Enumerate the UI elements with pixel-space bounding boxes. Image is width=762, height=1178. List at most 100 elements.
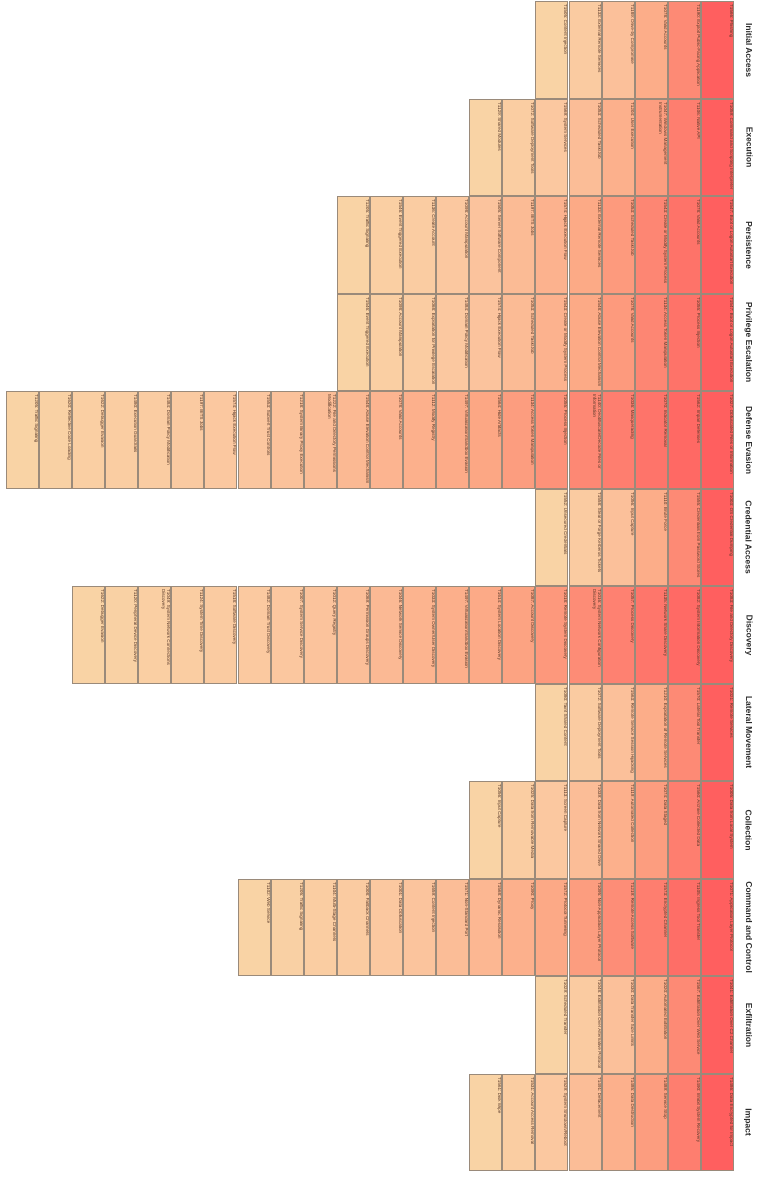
- technique-cell[interactable]: T1098: Account Manipulation: [369, 293, 403, 391]
- technique-cell[interactable]: T1030: Data Transfer Size Limits: [601, 976, 635, 1074]
- technique-cell[interactable]: T1190: Exploit Public-Facing Application: [667, 1, 701, 99]
- technique-cell[interactable]: T1135: Network Share Discovery: [634, 586, 668, 684]
- technique-cell[interactable]: T1083: File and Directory Discovery: [700, 586, 734, 684]
- technique-cell[interactable]: T1569: System Services: [535, 98, 569, 196]
- technique-cell[interactable]: T1614: System Location Discovery: [469, 586, 503, 684]
- technique-cell[interactable]: T1563: Remote Service Session Hijacking: [601, 683, 635, 781]
- technique-cell[interactable]: T1204: User Execution: [601, 98, 635, 196]
- technique-cell[interactable]: T1219: Remote Access Software: [601, 878, 635, 976]
- technique-cell[interactable]: T1048: Exfiltration Over Alternative Pro…: [568, 976, 602, 1074]
- technique-cell[interactable]: T1531: Account Access Removal: [502, 1073, 536, 1171]
- technique-cell[interactable]: T1105: Ingress Tool Transfer: [667, 878, 701, 976]
- technique-cell[interactable]: T1562: Impair Defenses: [667, 391, 701, 489]
- technique-cell[interactable]: T1039: Data from Network Shared Drive: [568, 781, 602, 879]
- technique-cell[interactable]: T1049: System Network Connections Discov…: [138, 586, 172, 684]
- technique-cell[interactable]: T1068: Exploitation for Privilege Escala…: [403, 293, 437, 391]
- technique-cell[interactable]: T1055: Process Injection: [535, 391, 569, 489]
- technique-cell[interactable]: T1003: OS Credential Dumping: [700, 488, 734, 586]
- technique-cell[interactable]: T1134: Access Token Manipulation: [634, 293, 668, 391]
- technique-cell[interactable]: T1134: Access Token Manipulation: [502, 391, 536, 489]
- technique-cell[interactable]: T1124: System Time Discovery: [171, 586, 205, 684]
- technique-cell[interactable]: T1571: Non-Standard Port: [436, 878, 470, 976]
- technique-cell[interactable]: T1104: Multi-Stage Channels: [303, 878, 337, 976]
- technique-cell[interactable]: T1120: Peripheral Device Discovery: [105, 586, 139, 684]
- technique-cell[interactable]: T1119: Automated Collection: [601, 781, 635, 879]
- technique-cell[interactable]: T1095: Non-Application Layer Protocol: [568, 878, 602, 976]
- technique-cell[interactable]: T1087: Account Discovery: [502, 586, 536, 684]
- technique-cell[interactable]: T1561: Disk Wipe: [469, 1073, 503, 1171]
- technique-cell[interactable]: T1140: Deobfuscate/Decode Files or Infor…: [568, 391, 602, 489]
- technique-cell[interactable]: T1205: Traffic Signaling: [5, 391, 39, 489]
- technique-cell[interactable]: T1046: Network Service Discovery: [369, 586, 403, 684]
- technique-cell[interactable]: T1078: Valid Accounts: [667, 196, 701, 294]
- technique-cell[interactable]: T1133: External Remote Services: [568, 196, 602, 294]
- technique-cell[interactable]: T1112: Modify Registry: [403, 391, 437, 489]
- technique-cell[interactable]: T1020: Automated Exfiltration: [634, 976, 668, 1074]
- technique-cell[interactable]: T1018: Remote System Discovery: [535, 586, 569, 684]
- technique-cell[interactable]: T1070: Indicator Removal: [634, 391, 668, 489]
- technique-cell[interactable]: T1033: System Owner/User Discovery: [403, 586, 437, 684]
- technique-cell[interactable]: T1574: Hijack Execution Flow: [469, 293, 503, 391]
- technique-cell[interactable]: T1001: Data Obfuscation: [369, 878, 403, 976]
- technique-cell[interactable]: T1210: Exploitation of Remote Services: [634, 683, 668, 781]
- technique-cell[interactable]: T1547: Boot or Logon Autostart Execution: [700, 196, 734, 294]
- technique-cell[interactable]: T1056: Input Capture: [601, 488, 635, 586]
- technique-cell[interactable]: T1078: Valid Accounts: [634, 1, 668, 99]
- technique-cell[interactable]: T1548: Abuse Elevation Control Mechanism: [568, 293, 602, 391]
- technique-cell[interactable]: T1007: System Service Discovery: [270, 586, 304, 684]
- technique-cell[interactable]: T1543: Create or Modify System Process: [535, 293, 569, 391]
- technique-cell[interactable]: T1482: Domain Trust Discovery: [237, 586, 271, 684]
- technique-cell[interactable]: T1497: Virtualization/Sandbox Evasion: [436, 586, 470, 684]
- technique-cell[interactable]: T1485: Data Destruction: [601, 1073, 635, 1171]
- technique-cell[interactable]: T1497: Virtualization/Sandbox Evasion: [436, 391, 470, 489]
- technique-cell[interactable]: T1071: Application Layer Protocol: [700, 878, 734, 976]
- technique-cell[interactable]: T1480: Execution Guardrails: [105, 391, 139, 489]
- technique-cell[interactable]: T1205: Traffic Signaling: [336, 196, 370, 294]
- technique-cell[interactable]: T1566: Phishing: [700, 1, 734, 99]
- technique-cell[interactable]: T1484: Domain Policy Modification: [436, 293, 470, 391]
- technique-cell[interactable]: T1053: Scheduled Task/Job: [502, 293, 536, 391]
- technique-cell[interactable]: T1113: Screen Capture: [535, 781, 569, 879]
- technique-cell[interactable]: T1027: Obfuscated Files or Information: [700, 391, 734, 489]
- technique-cell[interactable]: T1106: Native API: [667, 98, 701, 196]
- technique-cell[interactable]: T1059: Command and Scripting Interpreter: [700, 98, 734, 196]
- technique-cell[interactable]: T1189: Drive-by Compromise: [601, 1, 635, 99]
- technique-cell[interactable]: T1056: Input Capture: [469, 781, 503, 879]
- technique-cell[interactable]: T1489: Service Stop: [634, 1073, 668, 1171]
- technique-cell[interactable]: T1543: Create or Modify System Process: [634, 196, 668, 294]
- technique-cell[interactable]: T1005: Data from Local System: [700, 781, 734, 879]
- technique-cell[interactable]: T1102: Web Service: [237, 878, 271, 976]
- technique-cell[interactable]: T1560: Archive Collected Data: [667, 781, 701, 879]
- technique-cell[interactable]: T1205: Traffic Signaling: [270, 878, 304, 976]
- technique-cell[interactable]: T1072: Software Deployment Tools: [568, 683, 602, 781]
- technique-cell[interactable]: T1047: Windows Management Instrumentatio…: [634, 98, 668, 196]
- technique-cell[interactable]: T1567: Exfiltration Over Web Service: [667, 976, 701, 1074]
- technique-cell[interactable]: T1564: Hide Artifacts: [469, 391, 503, 489]
- technique-cell[interactable]: T1053: Scheduled Task/Job: [601, 196, 635, 294]
- technique-cell[interactable]: T1574: Hijack Execution Flow: [204, 391, 238, 489]
- technique-cell[interactable]: T1029: Scheduled Transfer: [535, 976, 569, 1074]
- technique-cell[interactable]: T1547: Boot or Logon Autostart Execution: [700, 293, 734, 391]
- technique-cell[interactable]: T1025: Data from Removable Media: [502, 781, 536, 879]
- technique-cell[interactable]: T1021: Remote Services: [700, 683, 734, 781]
- technique-cell[interactable]: T1573: Encrypted Channel: [634, 878, 668, 976]
- technique-cell[interactable]: T1036: Masquerading: [601, 391, 635, 489]
- technique-cell[interactable]: T1012: Query Registry: [303, 586, 337, 684]
- technique-cell[interactable]: T1082: System Information Discovery: [667, 586, 701, 684]
- technique-cell[interactable]: T1620: Reflective Code Loading: [38, 391, 72, 489]
- technique-cell[interactable]: T1055: Process Injection: [667, 293, 701, 391]
- technique-cell[interactable]: T1008: Fallback Channels: [336, 878, 370, 976]
- technique-cell[interactable]: T1078: Valid Accounts: [369, 391, 403, 489]
- technique-cell[interactable]: T1090: Proxy: [502, 878, 536, 976]
- technique-cell[interactable]: T1491: Defacement: [568, 1073, 602, 1171]
- technique-cell[interactable]: T1518: Software Discovery: [204, 586, 238, 684]
- technique-cell[interactable]: T1053: Scheduled Task/Job: [568, 98, 602, 196]
- technique-cell[interactable]: T1218: System Binary Proxy Execution: [270, 391, 304, 489]
- technique-cell[interactable]: T1548: Abuse Elevation Control Mechanism: [336, 391, 370, 489]
- technique-cell[interactable]: T1505: Server Software Component: [469, 196, 503, 294]
- technique-cell[interactable]: T1016: System Network Configuration Disc…: [568, 586, 602, 684]
- technique-cell[interactable]: T1072: Software Deployment Tools: [502, 98, 536, 196]
- technique-cell[interactable]: T1622: Debugger Evasion: [72, 586, 106, 684]
- technique-cell[interactable]: T1570: Lateral Tool Transfer: [667, 683, 701, 781]
- technique-cell[interactable]: T1546: Event Triggered Execution: [336, 293, 370, 391]
